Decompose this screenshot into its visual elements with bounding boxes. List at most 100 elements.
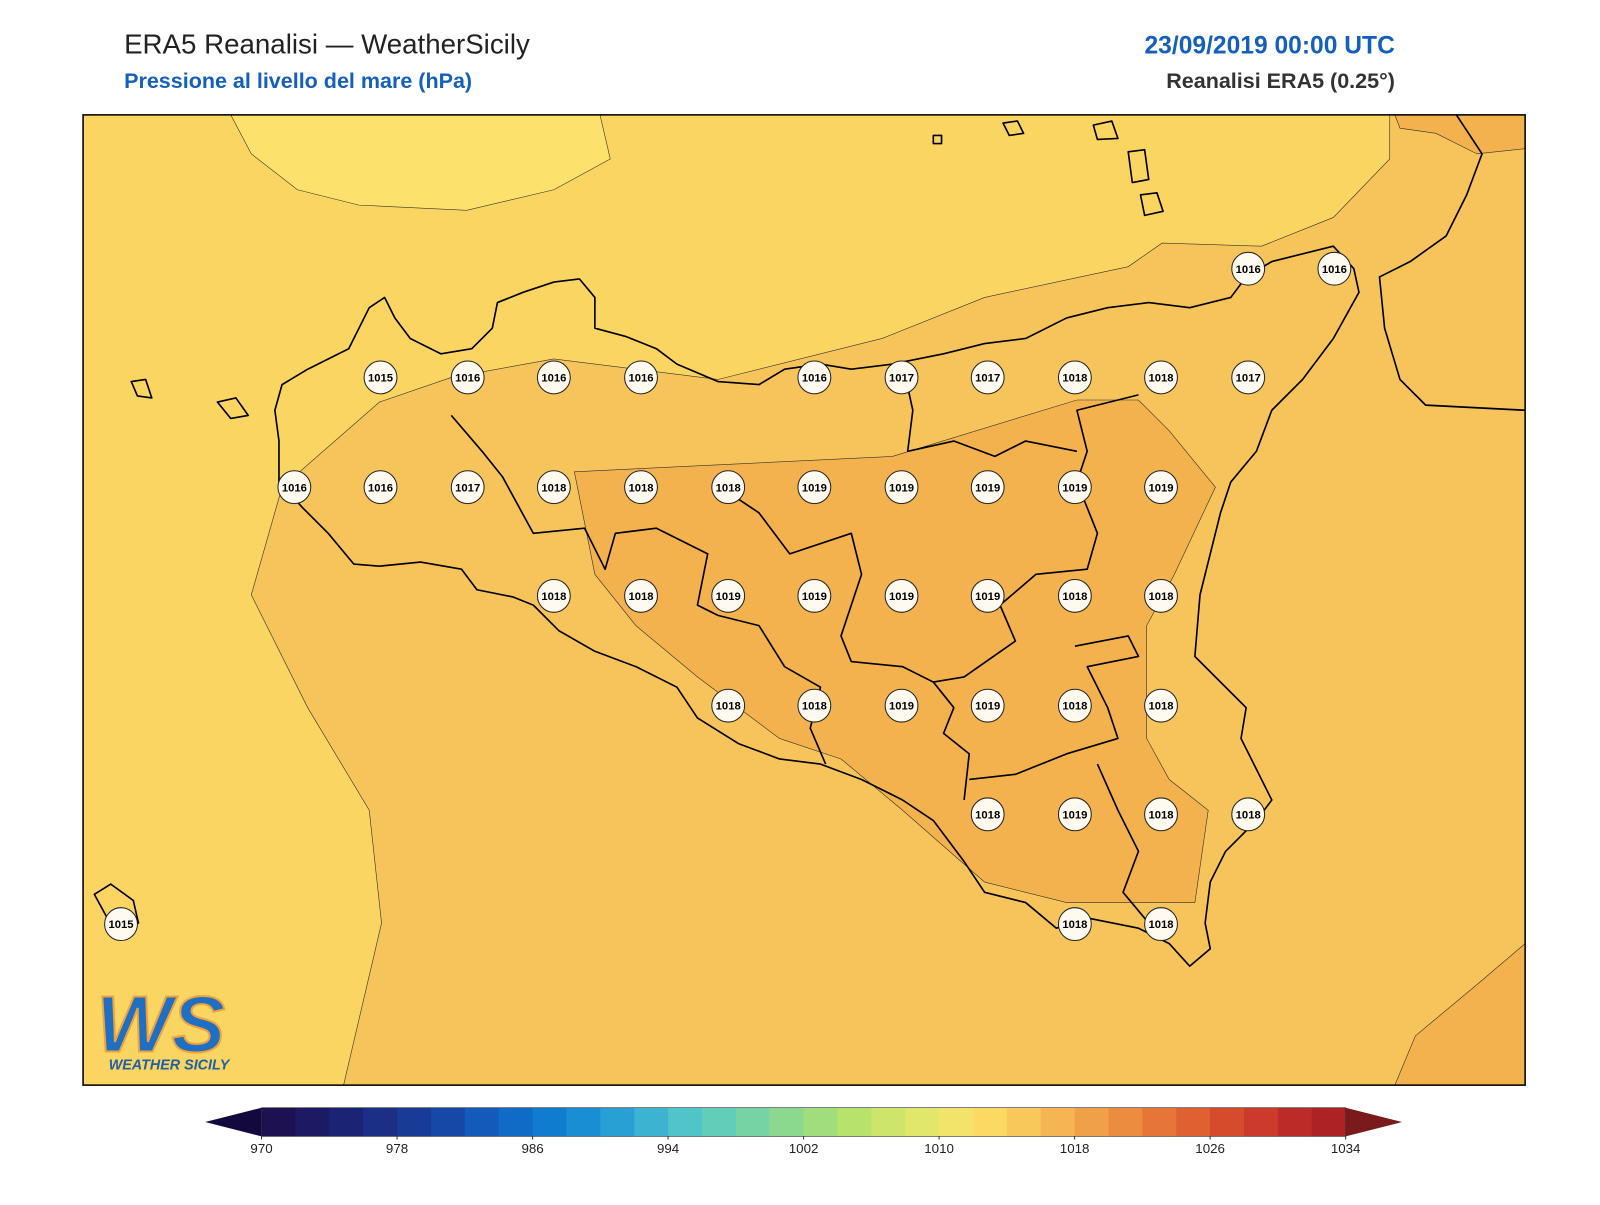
station-value: 1018 <box>541 591 566 603</box>
station-value: 1019 <box>975 591 1000 603</box>
logo-mark: WS <box>96 979 225 1068</box>
station-value: 1018 <box>1062 919 1087 931</box>
station-value: 1018 <box>1148 373 1173 385</box>
station-value: 1018 <box>1062 701 1087 713</box>
logo: WS WEATHER SICILY <box>95 978 230 1073</box>
colorbar-tick-label: 1010 <box>924 1141 954 1156</box>
colorbar-bin <box>295 1107 330 1137</box>
colorbar-extend-high <box>1345 1107 1403 1137</box>
station-value: 1016 <box>368 482 393 494</box>
station-value: 1016 <box>282 482 307 494</box>
station-marker <box>711 470 746 505</box>
sicily-coast <box>274 245 1360 967</box>
station-value: 1018 <box>628 482 653 494</box>
station-value: 1016 <box>1322 264 1347 276</box>
station-value: 1019 <box>975 701 1000 713</box>
station-value: 1018 <box>1062 373 1087 385</box>
map-frame <box>82 114 1526 1086</box>
station-layer: 1016 1016 1015 1016 1016 1016 1016 1017 1017 1018… <box>104 251 1352 942</box>
subtitle: Pressione al livello del mare (hPa) <box>124 69 472 93</box>
station-value: 1018 <box>1148 701 1173 713</box>
colorbar-tick-label: 994 <box>657 1141 680 1156</box>
station-marker <box>1317 251 1352 286</box>
station-marker <box>363 360 398 395</box>
colorbar-bin <box>1108 1107 1143 1137</box>
colorbar-bin <box>261 1107 296 1137</box>
station-marker <box>884 688 919 723</box>
colorbar-bin <box>498 1107 534 1137</box>
station-marker <box>1057 907 1092 942</box>
colorbar-tick-label: 970 <box>250 1141 272 1156</box>
colorbar-bin <box>430 1107 466 1137</box>
station-marker <box>536 470 571 505</box>
colorbar-bin <box>735 1107 771 1137</box>
station-marker <box>450 470 485 505</box>
station-marker <box>1144 578 1178 613</box>
contour-1014 <box>83 114 1391 1086</box>
station-marker <box>1231 360 1266 395</box>
station-value: 1019 <box>802 591 827 603</box>
station-marker <box>884 470 919 505</box>
colorbar-tick-label: 1018 <box>1060 1141 1090 1156</box>
station-marker <box>536 578 571 613</box>
colorbar-bin <box>1277 1107 1313 1137</box>
station-value: 1019 <box>716 591 741 603</box>
station-marker <box>1057 470 1092 505</box>
contour-1018-ne <box>1394 114 1526 155</box>
colorbar-tick-label: 1002 <box>789 1141 819 1156</box>
colorbar-bin <box>701 1107 737 1137</box>
station-marker <box>884 360 919 395</box>
station-marker <box>1231 251 1266 286</box>
station-marker <box>1144 797 1178 832</box>
station-value: 1016 <box>541 373 566 385</box>
colorbar-bin <box>1006 1107 1042 1137</box>
contour-1018-se <box>1394 943 1526 1086</box>
station-value: 1018 <box>716 482 741 494</box>
station-value: 1019 <box>1062 482 1087 494</box>
colorbar-bin <box>939 1107 974 1137</box>
colorbar-bin <box>871 1107 906 1137</box>
station-marker <box>624 360 658 395</box>
station-marker <box>970 797 1005 832</box>
station-marker <box>1144 907 1178 942</box>
title: ERA5 Reanalisi — WeatherSicily <box>124 28 530 59</box>
station-value: 1017 <box>1236 373 1261 385</box>
islands <box>93 120 1164 930</box>
colorbar-bin <box>329 1107 364 1137</box>
station-marker <box>1144 470 1178 505</box>
colorbar-bin <box>1040 1107 1076 1137</box>
station-value: 1018 <box>802 701 827 713</box>
station-marker <box>277 470 312 505</box>
station-marker <box>624 470 658 505</box>
station-value: 1018 <box>716 701 741 713</box>
colorbar-bin <box>1074 1107 1110 1137</box>
colorbar-tick-label: 986 <box>521 1141 543 1156</box>
station-marker <box>536 360 571 395</box>
station-marker <box>711 578 746 613</box>
station-value: 1018 <box>628 591 653 603</box>
map-area <box>83 114 1526 1086</box>
colorbar-tick-label: 978 <box>386 1141 408 1156</box>
station-marker <box>884 578 919 613</box>
station-marker <box>797 470 832 505</box>
station-value: 1017 <box>889 373 914 385</box>
station-value: 1016 <box>455 373 480 385</box>
colorbar-bin <box>769 1107 805 1137</box>
colorbar-bin <box>634 1107 669 1137</box>
station-value: 1016 <box>1236 264 1261 276</box>
station-marker <box>970 688 1005 723</box>
station-value: 1017 <box>455 482 480 494</box>
station-marker <box>970 578 1005 613</box>
station-value: 1015 <box>368 373 393 385</box>
colorbar-bin <box>668 1107 703 1137</box>
station-marker <box>1231 797 1266 832</box>
station-value: 1017 <box>975 373 1000 385</box>
station-marker <box>1057 360 1092 395</box>
station-marker <box>797 578 832 613</box>
station-marker <box>1057 578 1092 613</box>
colorbar-bin <box>363 1107 398 1137</box>
colorbar-tick-label: 1034 <box>1331 1141 1361 1156</box>
station-value: 1019 <box>1148 482 1173 494</box>
station-marker <box>797 360 832 395</box>
colorbar-extend-low <box>205 1107 262 1137</box>
